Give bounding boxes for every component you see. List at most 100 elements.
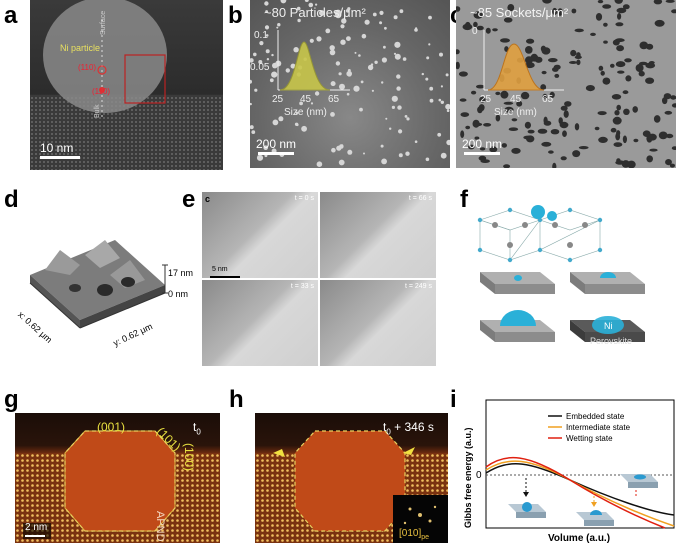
sem-socket xyxy=(665,133,674,139)
sem-socket xyxy=(501,143,507,148)
sem-particle xyxy=(391,95,398,102)
sem-particle xyxy=(429,98,434,103)
sem-socket xyxy=(456,6,461,12)
inset-zone-axis: [010]pe xyxy=(399,528,430,542)
sem-particle xyxy=(265,34,269,37)
sem-particle xyxy=(402,57,407,61)
annotation-particle: Ni particle xyxy=(60,43,101,53)
annotation-plane-top: (110) xyxy=(78,63,97,72)
panel-label-f: f xyxy=(460,186,468,213)
scale-bar-label-c: 200 nm xyxy=(462,137,503,151)
sem-particle xyxy=(383,45,386,49)
sem-particle xyxy=(265,10,268,13)
sem-particle xyxy=(370,63,374,66)
annotation-bulk: Bulk xyxy=(94,104,101,118)
inset-wetting xyxy=(620,474,658,488)
sem-particle xyxy=(304,0,309,2)
schematic-exsolution xyxy=(477,205,645,342)
sem-socket xyxy=(598,65,604,71)
annotation-surface: Surface xyxy=(100,10,107,35)
sem-socket xyxy=(648,61,655,65)
sem-c-sockets xyxy=(456,0,676,168)
inset-b-xtick-1: 25 xyxy=(272,94,284,105)
sem-particle xyxy=(271,71,278,78)
sem-socket xyxy=(658,131,668,140)
sem-particle xyxy=(315,3,318,6)
sem-socket xyxy=(653,115,661,123)
inset-b-xtick-2: 45 xyxy=(300,94,312,105)
haadf-image-h: t0 + 346 s [010]pe xyxy=(255,413,448,543)
sem-socket xyxy=(572,150,581,158)
sem-particle xyxy=(438,98,442,102)
sem-particle xyxy=(293,47,299,53)
sem-socket xyxy=(459,98,467,102)
sem-socket xyxy=(570,49,577,57)
sem-particle xyxy=(325,28,331,34)
density-label-c: ~85 Sockets/μm² xyxy=(470,5,569,20)
scale-bar-label-b: 200 nm xyxy=(256,137,297,151)
inset-intermediate xyxy=(576,510,614,526)
sem-particle xyxy=(340,39,346,45)
sem-socket xyxy=(665,159,672,166)
panel-d: d 17 nm 0 nm x: 0.62 μm y: 0.62 μm xyxy=(0,180,200,370)
tem-scale-label: 5 nm xyxy=(212,266,228,273)
sem-particle xyxy=(271,53,274,57)
sem-particle xyxy=(428,15,432,20)
tem-frame: t = 249 s xyxy=(320,280,436,366)
sem-socket xyxy=(550,129,560,135)
sem-particle xyxy=(335,9,342,16)
sem-socket xyxy=(504,106,514,113)
inset-b-ytick-1: 0.1 xyxy=(254,30,268,41)
sem-socket xyxy=(594,126,600,131)
sem-socket xyxy=(625,161,631,167)
sem-particle xyxy=(414,140,418,143)
sem-particle xyxy=(251,130,256,135)
zero-tick: 0 xyxy=(476,470,482,481)
sem-particle xyxy=(396,74,401,79)
sem-particle xyxy=(404,115,408,118)
sem-particle xyxy=(294,122,299,127)
sem-particle xyxy=(414,28,418,32)
sem-socket xyxy=(474,136,480,140)
sem-image-b: ~80 Particles/μm² 0.1 0.05 25 45 65 Size… xyxy=(250,0,450,168)
sem-socket xyxy=(527,129,535,134)
sem-socket xyxy=(610,63,615,68)
scale-bar-label-g: 2 nm xyxy=(25,522,48,533)
sem-particle xyxy=(329,45,335,51)
panel-label-b: b xyxy=(228,2,243,29)
sem-particle xyxy=(264,1,269,6)
sem-socket xyxy=(560,156,567,161)
sem-socket xyxy=(520,91,530,100)
scale-bar-c xyxy=(464,152,500,155)
sem-particle xyxy=(329,49,336,56)
sem-socket xyxy=(597,0,604,4)
tem-frame-time: t = 66 s xyxy=(408,195,432,202)
sem-particle xyxy=(406,117,410,121)
inset-embedded xyxy=(508,502,546,518)
sem-particle xyxy=(440,85,443,88)
sem-particle xyxy=(398,129,403,134)
time-label-h: t0 + 346 s xyxy=(383,420,434,437)
panel-h: h t0 + 346 s [010]pe xyxy=(225,380,450,550)
sem-particle xyxy=(425,77,429,81)
sem-socket xyxy=(489,146,498,153)
sem-socket xyxy=(485,27,491,34)
sem-socket xyxy=(548,150,554,154)
sem-particle xyxy=(426,56,430,60)
sem-socket xyxy=(507,4,515,12)
sem-particle xyxy=(308,2,314,8)
tem-frame: t = 66 s xyxy=(320,192,436,278)
sem-socket xyxy=(500,38,510,43)
sem-socket xyxy=(525,62,535,69)
sem-socket xyxy=(540,45,546,52)
sem-particle xyxy=(278,116,284,122)
sem-socket xyxy=(632,106,638,113)
sem-particle xyxy=(353,85,360,92)
panel-label-h: h xyxy=(229,386,244,413)
sem-socket xyxy=(612,116,622,125)
tem-frame-time: t = 0 s xyxy=(294,195,314,202)
afm-z-bottom: 0 nm xyxy=(168,289,189,299)
afm-z-top: 17 nm xyxy=(168,268,194,278)
sem-socket xyxy=(548,58,558,63)
sem-socket xyxy=(615,22,624,27)
